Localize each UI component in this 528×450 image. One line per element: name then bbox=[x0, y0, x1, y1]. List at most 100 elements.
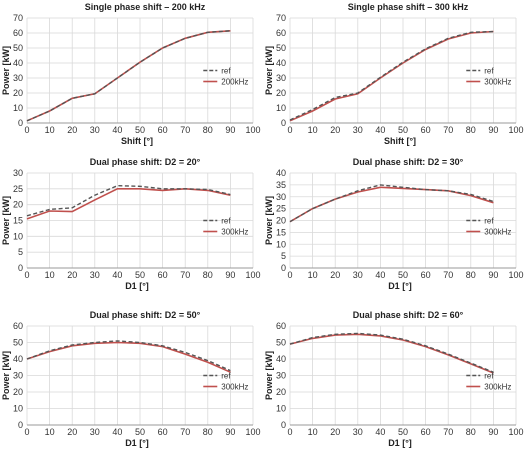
x-tick-label: 0 bbox=[287, 427, 292, 437]
x-axis-label: D1 [°] bbox=[125, 281, 149, 291]
y-tick-label: 50 bbox=[13, 43, 23, 53]
x-tick-label: 80 bbox=[203, 427, 213, 437]
x-tick-label: 40 bbox=[112, 427, 122, 437]
y-tick-label: 70 bbox=[276, 13, 286, 23]
y-tick-label: 10 bbox=[13, 103, 23, 113]
x-tick-label: 100 bbox=[245, 427, 260, 437]
series-line-ref bbox=[26, 184, 231, 217]
y-tick-label: 30 bbox=[13, 371, 23, 381]
y-tick-label: 10 bbox=[13, 404, 23, 414]
chart-title: Dual phase shift: D2 = 20° bbox=[90, 157, 201, 167]
y-tick-label: 40 bbox=[276, 58, 286, 68]
y-tick-label: 0 bbox=[18, 263, 23, 273]
x-tick-label: 90 bbox=[488, 270, 498, 280]
x-tick-label: 70 bbox=[180, 125, 190, 135]
x-tick-label: 30 bbox=[353, 125, 363, 135]
legend-label-ref: ref bbox=[221, 372, 231, 381]
x-tick-label: 60 bbox=[158, 270, 168, 280]
y-tick-label: 60 bbox=[276, 321, 286, 331]
y-tick-label: 20 bbox=[13, 200, 23, 210]
y-axis-label: Power [kW] bbox=[264, 46, 274, 95]
x-tick-label: 80 bbox=[203, 270, 213, 280]
x-tick-label: 20 bbox=[330, 427, 340, 437]
y-tick-label: 60 bbox=[13, 28, 23, 38]
x-tick-label: 70 bbox=[180, 270, 190, 280]
x-tick-label: 90 bbox=[225, 270, 235, 280]
x-tick-label: 60 bbox=[421, 125, 431, 135]
y-tick-label: 15 bbox=[13, 216, 23, 226]
x-tick-label: 70 bbox=[180, 427, 190, 437]
x-tick-label: 90 bbox=[488, 427, 498, 437]
x-tick-label: 10 bbox=[308, 427, 318, 437]
x-tick-label: 90 bbox=[488, 125, 498, 135]
y-axis-label: Power [kW] bbox=[1, 351, 11, 400]
series-line-300kHz bbox=[289, 333, 494, 374]
x-tick-label: 60 bbox=[421, 427, 431, 437]
x-tick-label: 0 bbox=[24, 427, 29, 437]
x-tick-label: 100 bbox=[508, 125, 523, 135]
x-axis-label: D1 [°] bbox=[388, 281, 412, 291]
y-tick-label: 30 bbox=[13, 73, 23, 83]
chart-title: Dual phase shift: D2 = 60° bbox=[353, 310, 464, 320]
y-tick-label: 5 bbox=[281, 251, 286, 261]
x-tick-label: 80 bbox=[466, 427, 476, 437]
series-line-300kHz bbox=[26, 341, 231, 373]
x-tick-label: 40 bbox=[112, 125, 122, 135]
series-line-300kHz bbox=[289, 30, 494, 122]
legend-label-ref: ref bbox=[484, 217, 494, 226]
y-tick-label: 40 bbox=[276, 168, 286, 178]
x-tick-label: 10 bbox=[45, 427, 55, 437]
legend-label-300kHz: 300kHz bbox=[484, 383, 511, 392]
x-tick-label: 20 bbox=[67, 125, 77, 135]
x-tick-label: 10 bbox=[45, 270, 55, 280]
x-tick-label: 40 bbox=[375, 270, 385, 280]
x-axis-label: Shift [°] bbox=[384, 136, 416, 146]
chart-panel-3: 0 10 20 30 40 50 60 70 80 90 100 0 5 10 15 20 25 30 Dual p… bbox=[1, 157, 261, 291]
x-tick-label: 70 bbox=[443, 427, 453, 437]
chart-title: Single phase shift – 200 kHz bbox=[85, 2, 206, 12]
legend-label-ref: ref bbox=[484, 67, 494, 76]
x-tick-label: 0 bbox=[24, 270, 29, 280]
y-axis-label: Power [kW] bbox=[1, 196, 11, 245]
series-line-ref bbox=[26, 340, 231, 372]
y-axis-label: Power [kW] bbox=[1, 46, 11, 95]
x-tick-label: 90 bbox=[225, 125, 235, 135]
x-tick-label: 40 bbox=[375, 125, 385, 135]
y-tick-label: 10 bbox=[276, 103, 286, 113]
legend-label-ref: ref bbox=[221, 67, 231, 76]
chart-panel-4: 0 10 20 30 40 50 60 70 80 90 1000510152025303540Du… bbox=[264, 157, 524, 291]
series-line-300kHz bbox=[289, 186, 494, 223]
y-tick-label: 20 bbox=[276, 88, 286, 98]
x-tick-label: 30 bbox=[90, 270, 100, 280]
y-tick-label: 70 bbox=[13, 13, 23, 23]
x-tick-label: 90 bbox=[225, 427, 235, 437]
x-tick-label: 40 bbox=[375, 427, 385, 437]
x-tick-label: 30 bbox=[353, 427, 363, 437]
x-tick-label: 100 bbox=[508, 270, 523, 280]
x-tick-label: 10 bbox=[308, 270, 318, 280]
x-tick-label: 40 bbox=[112, 270, 122, 280]
y-tick-label: 0 bbox=[281, 420, 286, 430]
x-tick-label: 30 bbox=[90, 427, 100, 437]
x-tick-label: 50 bbox=[398, 270, 408, 280]
legend-label-300kHz: 300kHz bbox=[484, 78, 511, 87]
series-line-300kHz bbox=[26, 187, 231, 220]
x-tick-label: 70 bbox=[443, 125, 453, 135]
y-axis-label: Power [kW] bbox=[264, 351, 274, 400]
y-tick-label: 25 bbox=[276, 204, 286, 214]
x-tick-label: 30 bbox=[353, 270, 363, 280]
y-tick-label: 20 bbox=[276, 216, 286, 226]
y-tick-label: 50 bbox=[13, 338, 23, 348]
y-tick-label: 60 bbox=[276, 28, 286, 38]
series-line-ref bbox=[289, 30, 494, 121]
series-line-ref bbox=[289, 184, 494, 223]
y-tick-label: 0 bbox=[18, 420, 23, 430]
y-tick-label: 30 bbox=[276, 73, 286, 83]
y-tick-label: 30 bbox=[13, 168, 23, 178]
y-tick-label: 50 bbox=[276, 43, 286, 53]
legend-label-300kHz: 300kHz bbox=[221, 383, 248, 392]
x-tick-label: 70 bbox=[443, 270, 453, 280]
x-axis-label: D1 [°] bbox=[388, 438, 412, 448]
x-tick-label: 0 bbox=[287, 125, 292, 135]
